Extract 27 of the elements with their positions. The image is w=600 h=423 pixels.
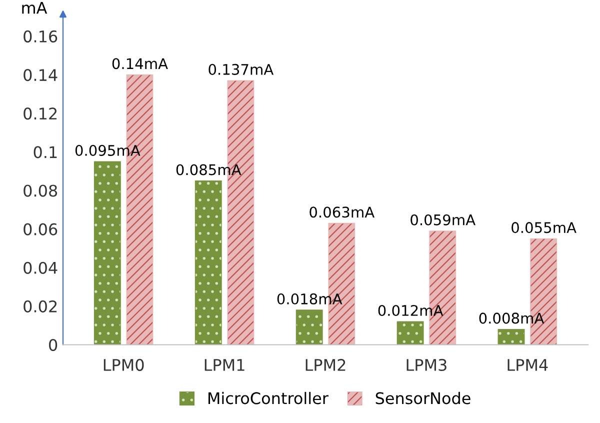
y-tick-label: 0.08 — [24, 184, 58, 197]
bar — [194, 180, 222, 345]
y-tick-label: 0.04 — [24, 262, 58, 274]
x-tick-label: LPM1 — [204, 359, 244, 371]
y-tick-label: 0.16 — [24, 30, 58, 42]
y-tick-label: 0.14 — [24, 68, 58, 82]
y-tick-label: 0.1 — [34, 146, 57, 158]
x-tick-label: LPM0 — [104, 358, 144, 371]
data-label: 0.059mA — [410, 214, 476, 226]
bar — [498, 328, 525, 345]
data-label: 0.14mA — [112, 58, 168, 70]
legend-label: MicroController — [208, 392, 328, 404]
bar — [94, 161, 121, 345]
x-tick-label: LPM3 — [406, 358, 446, 371]
data-label: 0.063mA — [310, 206, 374, 218]
x-tick-label: LPM4 — [508, 359, 548, 371]
y-tick-label: 0.06 — [24, 223, 58, 236]
y-tick-label: 0.12 — [24, 108, 57, 120]
y-tick-label: 0.02 — [24, 300, 57, 312]
bar — [396, 321, 424, 345]
y-axis-title: mA — [22, 2, 48, 14]
bar — [296, 310, 323, 345]
legend-label: SensorNode — [376, 392, 470, 404]
y-tick-label: 0 — [49, 338, 58, 352]
data-label: 0.137mA — [208, 64, 274, 75]
data-label: 0.055mA — [512, 222, 576, 234]
x-tick-label: LPM2 — [306, 358, 346, 371]
